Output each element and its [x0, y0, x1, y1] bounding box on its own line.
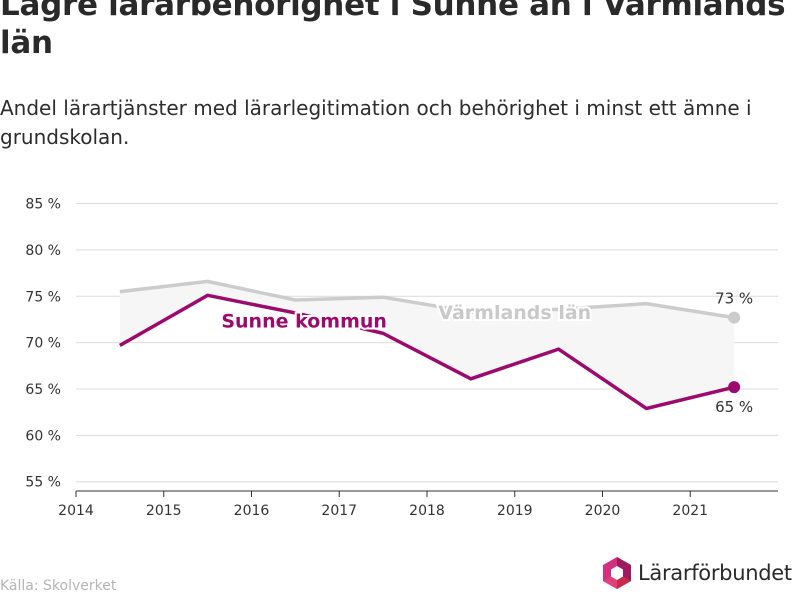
y-tick-label: 70 % [25, 336, 61, 352]
x-tick-label: 2021 [672, 503, 708, 519]
y-tick-label: 60 % [25, 428, 61, 444]
y-tick-label: 55 % [25, 475, 61, 491]
x-tick-label: 2016 [234, 503, 270, 519]
y-tick-label: 85 % [25, 197, 61, 213]
series-label-varmlands-lan: Värmlands län [438, 302, 591, 324]
end-point-sunne-kommun [728, 381, 741, 394]
lararforbundet-logo: Lärarförbundet [602, 556, 792, 590]
hexagon-logo-icon [603, 557, 631, 589]
x-tick-label: 2019 [497, 503, 533, 519]
source-note: Källa: Skolverket [0, 578, 117, 594]
x-tick-label: 2018 [409, 503, 445, 519]
chart-title: Lägre lärarbehörighet i Sunne än i Värml… [0, 0, 786, 61]
series-label-sunne-kommun: Sunne kommun [221, 310, 387, 332]
y-tick-label: 75 % [25, 289, 61, 305]
x-tick-label: 2020 [585, 503, 621, 519]
series-line-varmlands-lan [119, 279, 735, 320]
gap-area [119, 281, 735, 409]
end-label-sunne-kommun: 65 % [715, 398, 753, 416]
logo-text: Lärarförbundet [638, 561, 792, 585]
end-label-varmlands-lan: 73 % [715, 290, 753, 308]
y-tick-label: 80 % [25, 243, 61, 259]
end-point-varmlands-lan [728, 311, 741, 324]
y-tick-label: 65 % [25, 382, 61, 398]
chart-subtitle: Andel lärartjänster med lärarlegitimatio… [0, 96, 752, 149]
x-tick-label: 2014 [58, 503, 94, 519]
x-tick-label: 2015 [146, 503, 182, 519]
series-line-sunne-kommun [119, 293, 735, 411]
x-tick-label: 2017 [321, 503, 357, 519]
